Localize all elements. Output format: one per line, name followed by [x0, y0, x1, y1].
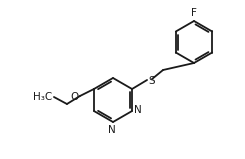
Text: N: N	[134, 105, 142, 115]
Text: F: F	[191, 8, 197, 18]
Text: S: S	[148, 76, 155, 86]
Text: O: O	[71, 92, 79, 102]
Text: H₃C: H₃C	[33, 92, 52, 102]
Text: N: N	[108, 125, 116, 135]
